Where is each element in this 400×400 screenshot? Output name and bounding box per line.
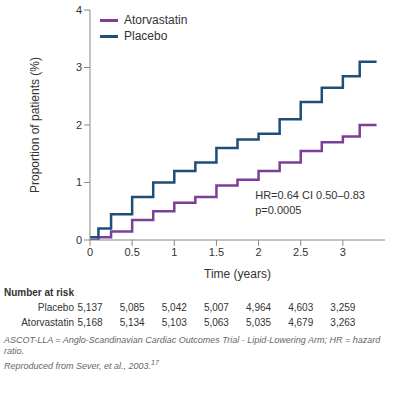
html-text:5,042: 5,042 xyxy=(161,302,187,313)
html-text:5,085: 5,085 xyxy=(119,302,145,313)
svg-text:4: 4 xyxy=(76,4,82,16)
html-text:Atorvastatin: Atorvastatin xyxy=(21,317,74,328)
svg-text:2.5: 2.5 xyxy=(293,246,308,258)
html-text:3,259: 3,259 xyxy=(330,302,356,313)
html-text:5,035: 5,035 xyxy=(246,317,272,328)
svg-text:1.5: 1.5 xyxy=(209,246,224,258)
html-text:HR=0.64 CI 0.50–0.83: HR=0.64 CI 0.50–0.83 xyxy=(255,189,365,202)
svg-text:3: 3 xyxy=(340,246,346,258)
svg-text:1: 1 xyxy=(76,176,82,188)
html-text:5,168: 5,168 xyxy=(77,317,103,328)
html-text:Reproduced from Sever, et al.,: Reproduced from Sever, et al., 2003.17 xyxy=(4,359,159,371)
html-text:5,134: 5,134 xyxy=(119,317,145,328)
html-text:5,007: 5,007 xyxy=(203,302,229,313)
html-text:5,063: 5,063 xyxy=(203,317,229,328)
html-text:4,964: 4,964 xyxy=(246,302,272,313)
svg-text:Proportion of patients (%): Proportion of patients (%) xyxy=(28,57,42,193)
html-text:Atorvastatin: Atorvastatin xyxy=(124,13,188,27)
svg-text:3: 3 xyxy=(76,61,82,73)
html-text:3,263: 3,263 xyxy=(330,317,356,328)
html-text:p=0.0005: p=0.0005 xyxy=(255,204,302,217)
html-text:ASCOT-LLA = Anglo-Scandinavian: ASCOT-LLA = Anglo-Scandinavian Cardiac O… xyxy=(4,335,381,356)
svg-text:0.5: 0.5 xyxy=(124,246,139,258)
html-text:5,137: 5,137 xyxy=(77,302,103,313)
html-text:Placebo: Placebo xyxy=(124,29,168,43)
svg-text:2: 2 xyxy=(76,119,82,131)
html-text:4,603: 4,603 xyxy=(288,302,314,313)
html-text:Number at risk: Number at risk xyxy=(4,287,74,298)
html-text:5,103: 5,103 xyxy=(161,317,187,328)
svg-text:Time (years): Time (years) xyxy=(204,267,271,281)
svg-text:0: 0 xyxy=(87,246,93,258)
svg-text:0: 0 xyxy=(76,234,82,246)
html-text:Placebo: Placebo xyxy=(37,302,74,313)
svg-text:1: 1 xyxy=(171,246,177,258)
svg-text:2: 2 xyxy=(256,246,262,258)
html-text:4,679: 4,679 xyxy=(288,317,314,328)
